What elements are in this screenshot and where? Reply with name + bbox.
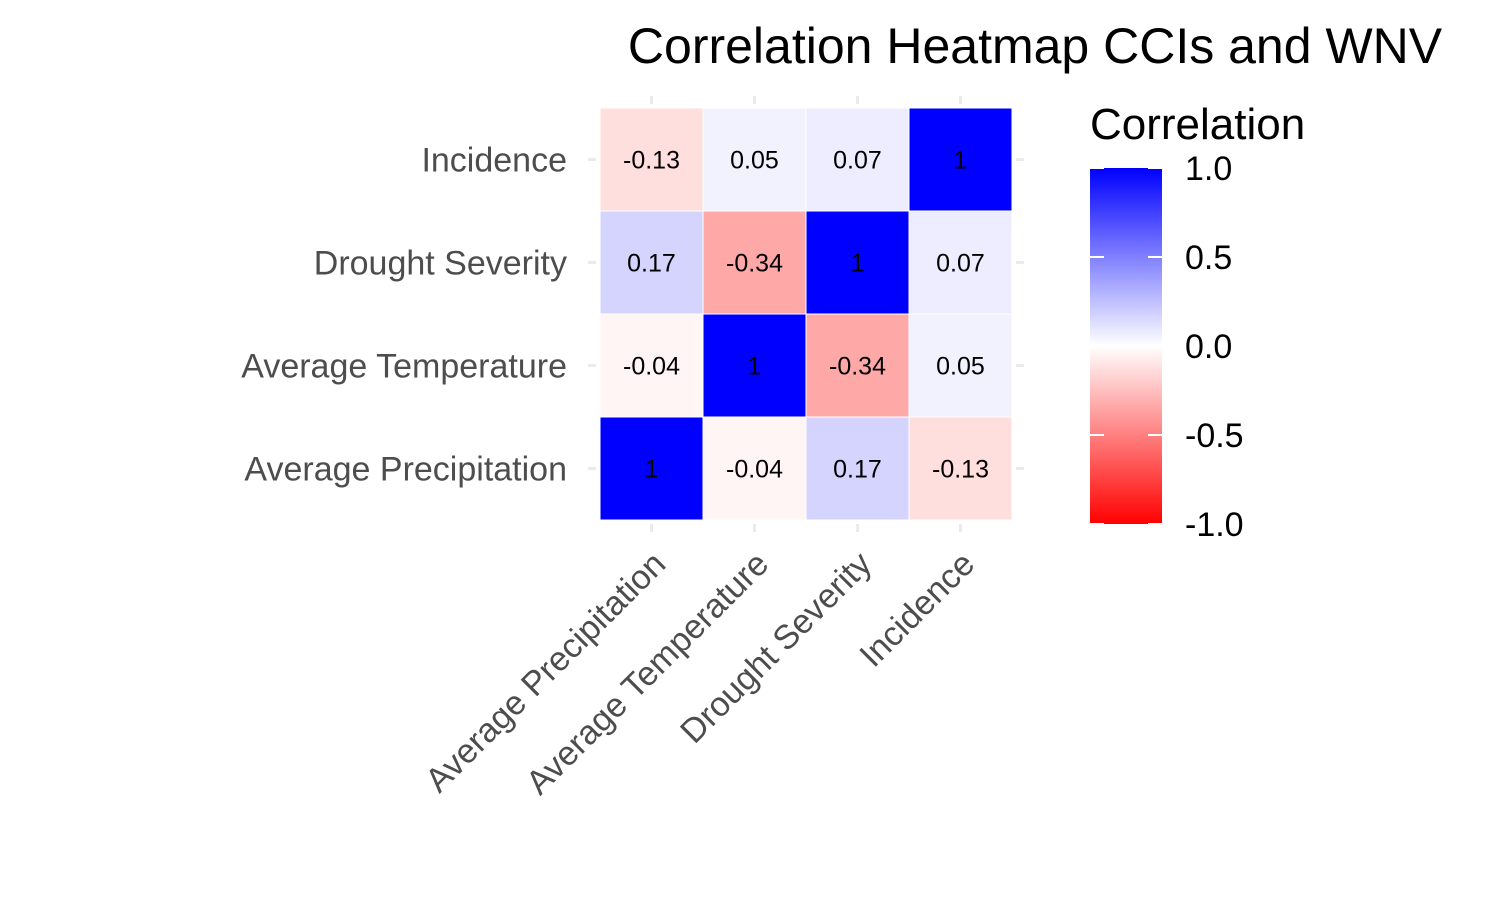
y-axis-label: Drought Severity — [314, 245, 567, 283]
heatmap-cell — [908, 416, 1013, 521]
heatmap-cell — [805, 210, 910, 315]
heatmap-cell-label: -0.34 — [726, 250, 783, 278]
heatmap-cells — [599, 107, 1013, 521]
heatmap-cell-label: 1 — [748, 353, 762, 381]
heatmap-cell — [908, 313, 1013, 418]
heatmap-cell-label: 0.05 — [936, 353, 985, 381]
chart-title: Correlation Heatmap CCIs and WNV — [628, 18, 1443, 74]
heatmap-cell-label: 0.05 — [730, 147, 779, 175]
y-axis-label: Average Precipitation — [244, 451, 567, 489]
heatmap-cell-label: 0.17 — [627, 250, 676, 278]
heatmap-cell-labels: 1 -0.04 0.17 -0.13 -0.04 1 -0.34 0.05 0.17 -0.34 1… — [623, 147, 989, 484]
heatmap-cell — [702, 416, 807, 521]
legend-tick-label: -1.0 — [1185, 506, 1244, 544]
legend-tick-label: 0.0 — [1185, 328, 1232, 366]
heatmap-cell — [805, 313, 910, 418]
x-axis-label: Drought Severity — [673, 545, 879, 751]
x-axis-label: Incidence — [852, 545, 982, 675]
heatmap-cell-label: -0.13 — [932, 456, 989, 484]
heatmap-cell — [805, 416, 910, 521]
heatmap-cell-label: 0.07 — [833, 147, 882, 175]
heatmap-cell — [599, 210, 704, 315]
heatmap-cell-label: 0.07 — [936, 250, 985, 278]
legend-tick-label: 0.5 — [1185, 239, 1232, 277]
heatmap-cell — [702, 313, 807, 418]
y-axis-labels: Average Precipitation Average Temperature… — [241, 142, 567, 489]
legend-tick-label: 1.0 — [1185, 150, 1232, 188]
heatmap-cell — [599, 107, 704, 212]
heatmap-cell-label: 1 — [954, 147, 968, 175]
heatmap-cell-label: -0.34 — [829, 353, 886, 381]
heatmap-cell — [702, 210, 807, 315]
heatmap-cell — [599, 313, 704, 418]
legend-title: Correlation — [1090, 100, 1305, 149]
y-axis-label: Incidence — [421, 142, 567, 180]
heatmap-cell — [805, 107, 910, 212]
heatmap-cell — [702, 107, 807, 212]
heatmap-cell-label: 0.17 — [833, 456, 882, 484]
y-axis-label: Average Temperature — [241, 348, 567, 386]
legend: Correlation 1.0 0.5 0.0 -0.5 -1.0 — [1090, 100, 1305, 544]
heatmap-cell-label: -0.04 — [623, 353, 680, 381]
heatmap-cell — [599, 416, 704, 521]
heatmap-cell — [908, 107, 1013, 212]
legend-tick-label: -0.5 — [1185, 417, 1244, 455]
heatmap-cell-label: -0.04 — [726, 456, 783, 484]
axis-tick-marks — [588, 96, 1024, 532]
legend-ticks: 1.0 0.5 0.0 -0.5 -1.0 — [1090, 150, 1244, 544]
heatmap-cell — [908, 210, 1013, 315]
heatmap-cell-label: -0.13 — [623, 147, 680, 175]
heatmap-cell-label: 1 — [645, 456, 659, 484]
heatmap-cell-label: 1 — [851, 250, 865, 278]
